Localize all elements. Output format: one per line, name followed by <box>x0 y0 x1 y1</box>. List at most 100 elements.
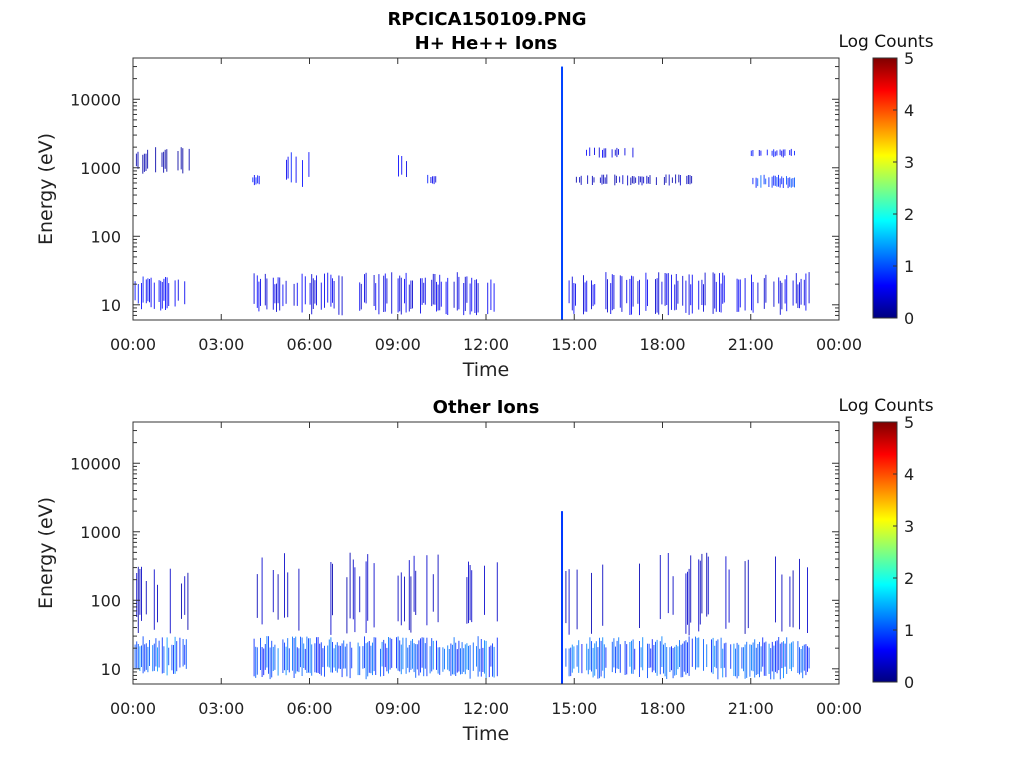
spectrogram-stripe <box>276 283 277 312</box>
spectrogram-stripe <box>139 646 141 671</box>
x-tick-label: 18:00 <box>639 699 685 718</box>
x-tick-label: 15:00 <box>551 699 597 718</box>
spectrogram-stripe <box>295 636 297 674</box>
spectrogram-stripe <box>168 283 170 306</box>
spectrogram-stripe <box>437 647 439 674</box>
spectrogram-stripe <box>580 175 582 185</box>
spectrogram-stripe <box>330 274 332 307</box>
spectrogram-stripe <box>712 272 714 314</box>
spectrogram-stripe <box>373 275 375 306</box>
spectrogram-stripe <box>799 647 800 675</box>
spectrogram-stripe <box>447 277 449 315</box>
spectrogram-stripe <box>375 283 377 311</box>
spectrogram-stripe <box>408 284 410 312</box>
spectrogram-stripe <box>364 636 365 669</box>
spectrogram-stripe <box>768 643 770 674</box>
spectrogram-stripe <box>402 637 404 670</box>
x-tick-label: 12:00 <box>463 699 509 718</box>
spectrogram-stripe <box>450 643 452 676</box>
spectrogram-stripe <box>279 277 281 311</box>
spectrogram-stripe <box>591 572 592 634</box>
spectrogram-stripe <box>719 273 720 312</box>
spectrogram-stripe <box>413 555 415 612</box>
spectrogram-stripe <box>755 647 757 675</box>
spectrogram-stripe <box>185 639 187 669</box>
spectrogram-stripe <box>789 643 791 669</box>
colorbar-label: Log Counts <box>838 396 933 416</box>
spectrogram-stripe <box>410 280 412 309</box>
spectrogram-stripe <box>380 648 381 677</box>
spectrogram-stripe <box>139 569 141 615</box>
spectrogram-stripe <box>781 176 783 185</box>
spectrogram-stripe <box>600 640 602 677</box>
spectrogram-stripe <box>256 647 258 675</box>
spectrogram-stripe <box>349 641 351 679</box>
spectrogram-stripe <box>664 642 666 677</box>
spectrogram-stripe <box>405 272 407 313</box>
spectrogram-stripe <box>655 177 657 185</box>
spectrogram-stripe <box>332 278 333 303</box>
spectrogram-stripe <box>176 641 178 672</box>
spectrogram-stripe <box>147 278 149 302</box>
x-tick-label: 15:00 <box>551 335 597 354</box>
spectrogram-stripe <box>142 154 144 174</box>
spectrogram-stripe <box>316 637 317 673</box>
spectrogram-stripe <box>332 563 333 616</box>
spectrogram-stripe <box>755 177 757 188</box>
spectrogram-stripe <box>420 278 421 314</box>
spectrogram-stripe <box>736 642 738 679</box>
spectrogram-stripe <box>757 178 759 187</box>
spectrogram-stripe <box>482 647 484 672</box>
spectrogram-stripe <box>136 641 138 669</box>
spectrogram-stripe <box>285 280 287 304</box>
spectrogram-stripe <box>263 648 265 676</box>
spectrogram-stripe <box>659 555 661 620</box>
spectrogram-stripe <box>158 280 160 302</box>
spectrogram-stripe <box>760 646 762 672</box>
spectrogram-stripe <box>466 643 468 670</box>
spectrogram-stripe <box>779 178 781 188</box>
spectrogram-stripe <box>571 276 573 311</box>
spectrogram-stripe <box>607 279 608 313</box>
spectrogram-stripe <box>568 648 570 677</box>
spectrogram-stripe <box>738 644 740 677</box>
spectrogram-stripe <box>150 277 152 308</box>
spectrogram-stripe <box>429 646 431 674</box>
spectrogram-stripe <box>472 642 474 671</box>
spectrogram-stripe <box>477 283 479 313</box>
spectrogram-stripe <box>690 555 692 623</box>
spectrogram-stripe <box>277 277 279 304</box>
spectrogram-stripe <box>663 177 665 185</box>
spectrogram-stripe <box>685 573 687 634</box>
spectrogram-stripe <box>688 568 690 636</box>
spectrogram-stripe <box>136 573 138 617</box>
spectrogram-stripe <box>308 152 310 177</box>
spectrogram-stripe <box>364 274 365 303</box>
spectrogram-stripe <box>626 279 628 304</box>
spectrogram-stripe <box>695 636 696 670</box>
colorbar-tick-label: 1 <box>904 257 914 276</box>
spectrogram-stripe <box>627 175 629 186</box>
spectrogram-stripe <box>603 148 605 158</box>
spectrogram-stripe <box>797 641 799 673</box>
spectrogram-stripe <box>343 640 345 669</box>
spectrogram-stripe <box>461 642 463 674</box>
spectrogram-stripe <box>253 638 255 677</box>
spectrogram-stripe <box>784 149 786 156</box>
y-tick-label: 10 <box>101 296 121 315</box>
spectrogram-stripe <box>583 275 584 315</box>
spectrogram-stripe <box>260 637 261 670</box>
spectrogram-stripe <box>790 148 792 156</box>
spectrogram-stripe <box>163 151 165 173</box>
x-tick-label: 12:00 <box>463 335 509 354</box>
y-axis-label: Energy (eV) <box>35 497 57 609</box>
spectrogram-stripe <box>479 648 481 672</box>
spectrogram-stripe <box>614 174 616 186</box>
spectrogram-stripe <box>476 646 477 667</box>
spectrogram-stripe <box>592 284 594 307</box>
spectrogram-stripe <box>698 559 700 632</box>
x-tick-label: 21:00 <box>728 335 774 354</box>
spectrogram-stripe <box>591 641 592 672</box>
spectrogram-stripe <box>147 149 149 169</box>
spectrogram-stripe <box>173 645 174 674</box>
